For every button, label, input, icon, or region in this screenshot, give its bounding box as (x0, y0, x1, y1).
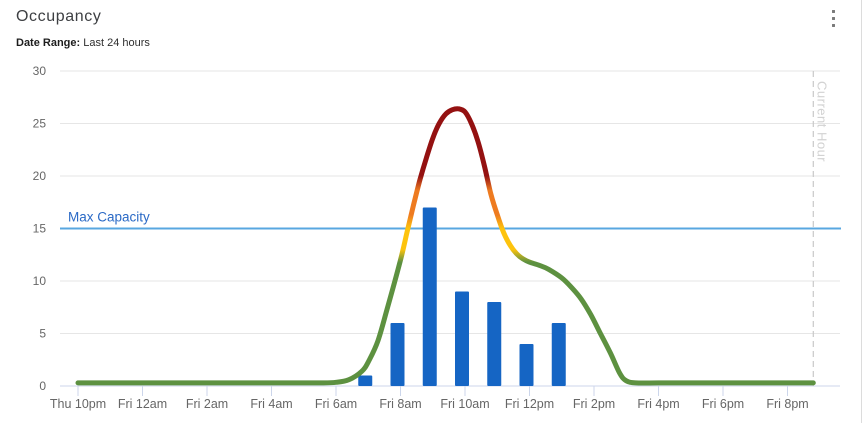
date-range-value: Last 24 hours (83, 37, 150, 49)
occupancy-bar-fri-8am[interactable] (390, 323, 405, 386)
occupancy-bar-fri-12pm[interactable] (519, 344, 534, 386)
y-tick-label: 25 (33, 117, 47, 131)
kebab-dot (832, 10, 835, 13)
current-hour-label: Current Hour (814, 81, 829, 162)
y-tick-label: 5 (39, 327, 46, 341)
y-tick-label: 30 (33, 64, 47, 78)
y-tick-label: 15 (33, 222, 47, 236)
page-title: Occupancy (16, 8, 102, 25)
x-tick-label: Fri 4pm (637, 397, 679, 411)
y-tick-label: 20 (33, 169, 47, 183)
x-tick-label: Fri 12pm (505, 397, 554, 411)
x-tick-label: Thu 10pm (50, 397, 106, 411)
x-tick-label: Fri 4am (250, 397, 292, 411)
kebab-dot (832, 24, 835, 27)
occupancy-bars (358, 207, 566, 387)
x-tick-label: Fri 2am (186, 397, 228, 411)
occupancy-trend-line (75, 106, 816, 386)
x-tick-label: Fri 10am (440, 397, 489, 411)
occupancy-bar-fri-1pm[interactable] (551, 323, 566, 386)
x-tick-label: Fri 12am (118, 397, 167, 411)
max-capacity-label: Max Capacity (68, 210, 150, 225)
date-range-label: Date Range: (16, 37, 81, 49)
occupancy-bar-fri-7am[interactable] (358, 375, 373, 387)
x-axis-ticks (77, 386, 788, 396)
widget-header: Occupancy (16, 8, 845, 29)
occupancy-bar-fri-9am[interactable] (422, 207, 437, 387)
occupancy-bar-fri-11am[interactable] (487, 302, 502, 386)
y-tick-label: 10 (33, 274, 47, 288)
x-tick-label: Fri 8am (379, 397, 421, 411)
y-tick-label: 0 (39, 379, 46, 393)
x-tick-label: Fri 6pm (702, 397, 744, 411)
date-range: Date Range: Last 24 hours (16, 37, 150, 49)
occupancy-bar-fri-10am[interactable] (455, 291, 469, 387)
x-tick-label: Fri 8pm (766, 397, 808, 411)
x-tick-label: Fri 2pm (573, 397, 615, 411)
kebab-menu-icon[interactable] (828, 8, 839, 29)
x-axis-labels: Thu 10pm Fri 12am Fri 2am Fri 4am Fri 6am Fri… (50, 397, 809, 411)
kebab-dot (832, 17, 835, 20)
x-tick-label: Fri 6am (315, 397, 357, 411)
y-axis-labels: 0 5 10 15 20 25 30 (33, 64, 47, 393)
